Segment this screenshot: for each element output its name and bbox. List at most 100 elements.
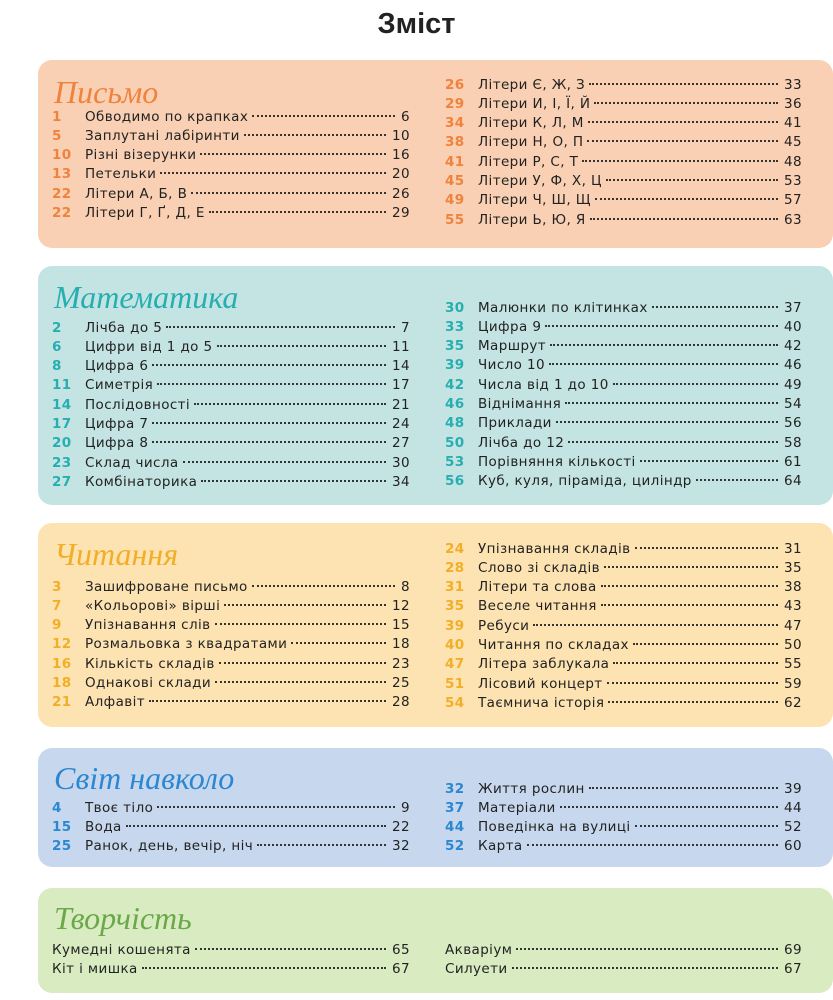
entry-page: 18 <box>392 636 410 653</box>
dot-leader <box>603 565 779 568</box>
toc-entry: 4 Твоє тіло 9 <box>52 799 410 818</box>
dot-leader <box>550 344 779 347</box>
dot-leader <box>166 325 395 328</box>
toc-entry: 49 Літери Ч, Ш, Щ 57 <box>445 191 802 210</box>
entry-page: 56 <box>784 415 802 432</box>
entry-label: Різні візерунки <box>85 147 197 164</box>
toc-entry: 21 Алфавіт 28 <box>52 693 410 712</box>
dot-leader <box>291 642 387 645</box>
toc-entry: 39 Число 10 46 <box>445 356 802 375</box>
entry-number: 47 <box>445 656 465 673</box>
dot-leader <box>613 662 779 665</box>
entry-number: 13 <box>52 166 72 183</box>
entry-label: Життя рослин <box>478 780 585 797</box>
entry-page: 37 <box>784 299 802 316</box>
entry-page: 40 <box>784 318 802 335</box>
toc-entry: 41 Літери Р, С, Т 48 <box>445 153 802 172</box>
entry-number: 39 <box>445 617 465 634</box>
entry-number: 18 <box>52 675 72 691</box>
toc-entry: Кіт і мишка 67 <box>52 960 410 979</box>
entry-page: 21 <box>392 396 410 413</box>
entry-page: 46 <box>784 357 802 374</box>
entry-number: 21 <box>52 694 72 711</box>
dot-leader <box>208 211 387 213</box>
dot-leader <box>516 947 779 950</box>
toc-entry: Акваріум 69 <box>445 941 802 960</box>
toc-entry: 7 «Кольорові» вірші 12 <box>52 597 410 616</box>
dot-leader <box>594 101 779 104</box>
entry-page: 59 <box>784 675 802 692</box>
dot-leader <box>549 363 779 366</box>
dot-leader <box>191 191 387 194</box>
entry-label: Кумедні кошенята <box>52 941 191 958</box>
entry-page: 16 <box>392 147 410 164</box>
toc-entry: 32 Життя рослин 39 <box>445 780 802 799</box>
toc-entry: 52 Карта 60 <box>445 837 802 856</box>
toc-entry: 38 Літери Н, О, П 45 <box>445 133 802 152</box>
toc-entry: 23 Склад числа 30 <box>52 454 410 473</box>
entry-label: Літери Г, Ґ, Д, Е <box>85 205 205 221</box>
entry-label: Літери та слова <box>478 579 597 596</box>
entry-page: 64 <box>784 473 802 490</box>
entry-page: 44 <box>784 799 802 816</box>
entry-page: 7 <box>401 319 410 336</box>
entry-label: Твоє тіло <box>85 799 154 816</box>
entry-number: 42 <box>445 376 465 393</box>
entry-page: 17 <box>392 377 410 394</box>
entry-number: 2 <box>52 319 62 336</box>
entry-number: 8 <box>52 358 62 375</box>
entry-number: 46 <box>445 396 465 412</box>
dot-leader <box>214 623 387 626</box>
entry-page: 8 <box>401 578 410 595</box>
entry-page: 31 <box>784 540 802 557</box>
toc-entry: 54 Таємнича історія 62 <box>445 694 802 713</box>
entry-page: 34 <box>392 473 410 490</box>
entry-page: 55 <box>784 656 802 673</box>
dot-leader <box>152 364 387 367</box>
entry-label: Ранок, день, вечір, ніч <box>85 838 254 855</box>
toc-entry: 29 Літери И, І, Ї, Й 36 <box>445 95 802 114</box>
toc-entry: Кумедні кошенята 65 <box>52 941 410 960</box>
entry-page: 39 <box>784 780 802 797</box>
dot-leader <box>511 966 779 969</box>
entry-label: Кіт і мишка <box>52 960 138 977</box>
entry-page: 15 <box>392 617 410 634</box>
dot-leader <box>152 441 387 444</box>
entry-page: 32 <box>392 838 410 855</box>
dot-leader <box>589 82 779 85</box>
toc-entry: 20 Цифра 8 27 <box>52 434 410 453</box>
entry-label: Літери Ь, Ю, Я <box>478 211 586 228</box>
entry-number: 7 <box>52 597 62 614</box>
dot-leader <box>608 700 779 703</box>
entry-number: 26 <box>445 76 465 93</box>
entry-number: 16 <box>52 655 72 672</box>
entry-number: 52 <box>445 838 465 855</box>
toc-entry: 18 Однакові склади 25 <box>52 674 410 693</box>
toc-entry: 12 Розмальовка з квадратами 18 <box>52 635 410 654</box>
entry-page: 63 <box>784 211 802 228</box>
dot-leader <box>218 661 387 664</box>
dot-leader <box>224 603 387 606</box>
entry-number: 28 <box>445 559 465 576</box>
entry-page: 24 <box>392 416 410 432</box>
toc-entry: 2 Лічба до 5 7 <box>52 319 410 338</box>
entry-label: Цифра 6 <box>85 358 149 375</box>
entry-page: 42 <box>784 338 802 355</box>
dot-leader <box>632 643 779 645</box>
entry-label: Лічба до 12 <box>478 434 565 451</box>
entry-page: 35 <box>784 559 802 576</box>
toc-entry: 47 Літера заблукала 55 <box>445 655 802 674</box>
toc-entry: 39 Ребуси 47 <box>445 617 802 636</box>
entry-page: 49 <box>784 376 802 393</box>
toc-entry: 1 Обводимо по крапках 6 <box>52 108 410 127</box>
entry-page: 26 <box>392 185 410 202</box>
entry-page: 36 <box>784 95 802 112</box>
entry-label: Однакові склади <box>85 675 212 691</box>
entry-label: Літери А, Б, В <box>85 185 188 202</box>
toc-entry: 48 Приклади 56 <box>445 414 802 433</box>
toc-entry: Силуети 67 <box>445 960 802 979</box>
entry-label: Малюнки по клітинках <box>478 299 648 316</box>
entry-number: 23 <box>52 454 72 471</box>
toc-entry: 33 Цифра 9 40 <box>445 318 802 337</box>
toc-entry: 40 Читання по складах 50 <box>445 636 802 655</box>
